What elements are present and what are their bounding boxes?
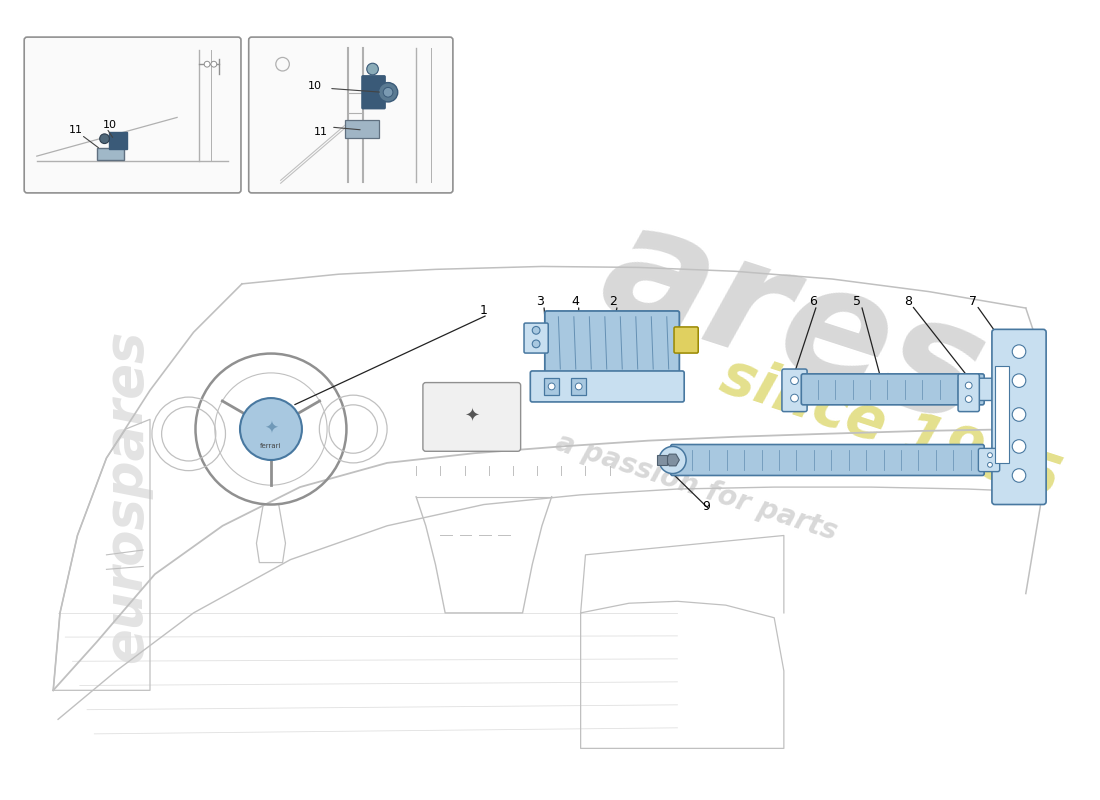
FancyBboxPatch shape: [530, 371, 684, 402]
Circle shape: [988, 462, 992, 467]
Circle shape: [659, 446, 686, 474]
Circle shape: [575, 383, 582, 390]
FancyBboxPatch shape: [362, 76, 385, 109]
FancyBboxPatch shape: [671, 445, 984, 475]
Text: 6: 6: [808, 294, 817, 308]
Circle shape: [791, 377, 799, 385]
Bar: [345, 120, 379, 138]
Text: 3: 3: [536, 294, 543, 308]
FancyBboxPatch shape: [249, 37, 453, 193]
Circle shape: [1012, 345, 1026, 358]
Text: 10: 10: [308, 82, 321, 91]
FancyBboxPatch shape: [674, 327, 698, 353]
Bar: [109, 132, 126, 150]
FancyBboxPatch shape: [782, 369, 807, 412]
Circle shape: [240, 398, 301, 460]
Text: 11: 11: [68, 125, 82, 135]
Circle shape: [966, 396, 972, 402]
Circle shape: [205, 62, 210, 67]
FancyBboxPatch shape: [24, 37, 241, 193]
Bar: [994, 366, 1010, 463]
Text: a passion for parts: a passion for parts: [552, 428, 842, 546]
FancyBboxPatch shape: [801, 374, 984, 405]
Bar: [571, 378, 586, 395]
Text: ✦: ✦: [464, 408, 480, 426]
Text: 10: 10: [102, 120, 117, 130]
Polygon shape: [666, 454, 680, 466]
Circle shape: [366, 63, 378, 75]
Circle shape: [532, 326, 540, 334]
Text: 11: 11: [315, 127, 328, 137]
FancyBboxPatch shape: [958, 374, 979, 412]
Text: ✦: ✦: [264, 420, 278, 438]
FancyBboxPatch shape: [992, 330, 1046, 505]
Text: 9: 9: [703, 500, 711, 513]
Text: 4: 4: [571, 294, 579, 308]
FancyBboxPatch shape: [978, 448, 1000, 472]
Bar: [97, 148, 124, 160]
Circle shape: [791, 394, 799, 402]
Circle shape: [378, 82, 398, 102]
Text: 8: 8: [904, 294, 912, 308]
Circle shape: [100, 134, 109, 143]
FancyBboxPatch shape: [422, 382, 520, 451]
Text: 7: 7: [969, 294, 977, 308]
FancyBboxPatch shape: [979, 378, 998, 401]
Circle shape: [1012, 408, 1026, 422]
Circle shape: [383, 87, 393, 97]
Text: ferrari: ferrari: [261, 443, 282, 450]
Text: 2: 2: [609, 294, 617, 308]
Circle shape: [548, 383, 556, 390]
Circle shape: [1012, 374, 1026, 387]
Bar: [543, 378, 559, 395]
Circle shape: [988, 453, 992, 458]
Text: since 1985: since 1985: [714, 347, 1067, 510]
Text: ares: ares: [584, 189, 1003, 457]
Text: 1: 1: [480, 305, 487, 318]
Circle shape: [966, 382, 972, 389]
FancyBboxPatch shape: [544, 311, 680, 375]
Circle shape: [211, 62, 217, 67]
Text: 5: 5: [854, 294, 861, 308]
FancyBboxPatch shape: [524, 323, 548, 353]
Bar: [657, 455, 667, 465]
Text: eurospares: eurospares: [100, 330, 152, 663]
Circle shape: [532, 340, 540, 348]
Circle shape: [1012, 469, 1026, 482]
Circle shape: [1012, 440, 1026, 454]
